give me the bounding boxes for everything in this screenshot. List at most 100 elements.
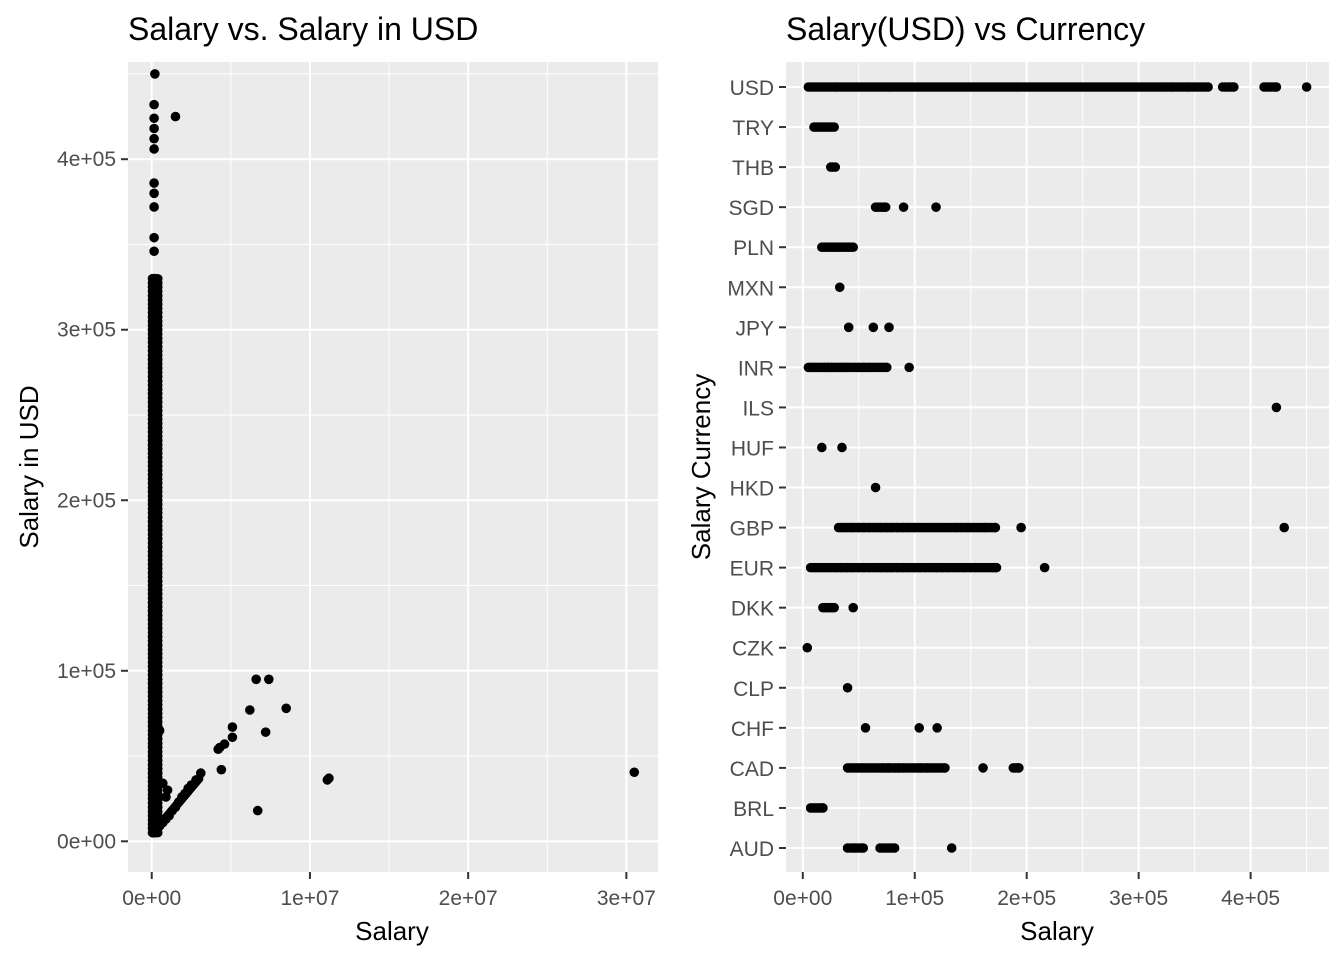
y-tick-label-dkk: DKK [731,598,774,621]
data-point [252,805,263,816]
data-point-thb [828,162,838,172]
x-tick-label: 0e+00 [773,887,832,910]
y-tick-label: 0e+00 [57,830,116,853]
data-point-usd [1227,82,1238,92]
x-tick-label: 2e+05 [997,887,1056,910]
y-tick-label-thb: THB [732,157,774,180]
y-tick-label-usd: USD [730,77,774,100]
data-point-pln [846,242,856,253]
data-point [264,674,274,685]
y-tick-label-huf: HUF [731,437,774,460]
data-point-jpy [868,322,879,333]
data-point [161,792,171,802]
y-tick-label: 3e+05 [57,319,116,342]
data-point-eur [1039,562,1050,573]
data-point-sgd [931,202,941,212]
data-point [150,69,160,79]
data-point [149,123,159,134]
y-tick-label-sgd: SGD [728,197,774,220]
data-point [149,287,159,298]
y-tick-label: 2e+05 [57,489,116,512]
y-tick-label-jpy: JPY [735,317,774,340]
y-tick-label-pln: PLN [733,237,774,260]
data-point [216,764,227,775]
data-point [629,767,640,778]
data-point [170,111,181,122]
x-tick-label: 2e+07 [439,887,498,910]
x-axis-label: Salary [1020,916,1094,946]
axis-ticks: 0e+00 1e+05 2e+05 3e+05 4e+05 AUD BRL CAD CHF CLP… [727,77,1280,910]
y-axis-label: Salary Currency [686,374,716,560]
data-point-chf [860,723,871,733]
data-point-clp [842,682,853,693]
data-point [153,793,163,804]
data-point [149,188,159,199]
data-points [802,82,1312,853]
data-point [149,232,159,243]
y-tick-label-ils: ILS [742,397,774,420]
y-tick-label: 4e+05 [57,148,116,171]
data-point-brl [817,803,827,813]
x-axis-label: Salary [355,916,429,946]
data-point-jpy [884,322,894,333]
y-tick-label-inr: INR [738,357,774,380]
data-point-usd [1301,82,1312,92]
data-point-gbp [1279,522,1290,533]
x-tick-label: 1e+07 [280,887,339,910]
data-point [149,178,159,188]
data-point [149,99,159,110]
y-axis-label: Salary in USD [14,385,44,548]
data-point [152,802,163,812]
y-tick-label-aud: AUD [730,838,774,861]
data-point-dkk [827,602,837,613]
y-tick-label-hkd: HKD [730,478,774,501]
data-point [149,113,159,124]
y-tick-label-chf: CHF [731,718,774,741]
data-point-huf [837,442,847,453]
data-point [154,725,165,736]
data-point-hkd [870,482,881,493]
y-tick-label-mxn: MXN [727,277,774,300]
grid [128,62,658,872]
data-point-aud [857,843,867,853]
y-tick-label-cad: CAD [730,758,774,781]
plot-panel [128,62,658,872]
data-point [149,202,159,212]
data-point [149,273,159,284]
data-point-dkk [848,602,858,613]
data-point [251,674,261,685]
data-point-aud [946,843,957,853]
data-point [158,778,168,789]
chart-title: Salary(USD) vs Currency [786,11,1145,47]
data-point-aud [888,843,899,853]
axis-ticks: 0e+00 1e+07 2e+07 3e+07 0e+00 1e+05 2e+05 3e+05… [57,148,656,910]
data-point-mxn [834,282,845,293]
x-tick-label: 1e+05 [885,887,944,910]
data-point-eur [990,562,1001,573]
data-point [245,705,255,715]
data-point-cad [939,763,949,773]
data-point-usd [1201,82,1211,92]
x-tick-label: 0e+00 [122,887,181,910]
data-point-chf [914,723,925,733]
data-point [154,821,165,831]
data-point-cad [978,763,988,773]
data-point-gbp [1016,522,1026,533]
data-point-cad [1012,763,1023,773]
data-point [213,744,223,755]
chart-salary-vs-salary-usd: Salary vs. Salary in USD 0e+00 1e+07 2e+07… [14,11,658,946]
y-tick-label: 1e+05 [57,660,116,683]
data-point-try [827,122,837,132]
y-tick-label-brl: BRL [733,798,774,821]
y-tick-label-try: TRY [732,117,774,140]
data-point-inr [880,362,891,373]
data-points [147,69,640,838]
x-tick-label: 3e+07 [597,887,656,910]
x-tick-label: 3e+05 [1109,887,1168,910]
data-point [195,768,206,778]
y-tick-label-czk: CZK [732,638,774,661]
chart-title: Salary vs. Salary in USD [128,11,478,47]
data-point [227,722,238,732]
data-point [149,133,159,144]
